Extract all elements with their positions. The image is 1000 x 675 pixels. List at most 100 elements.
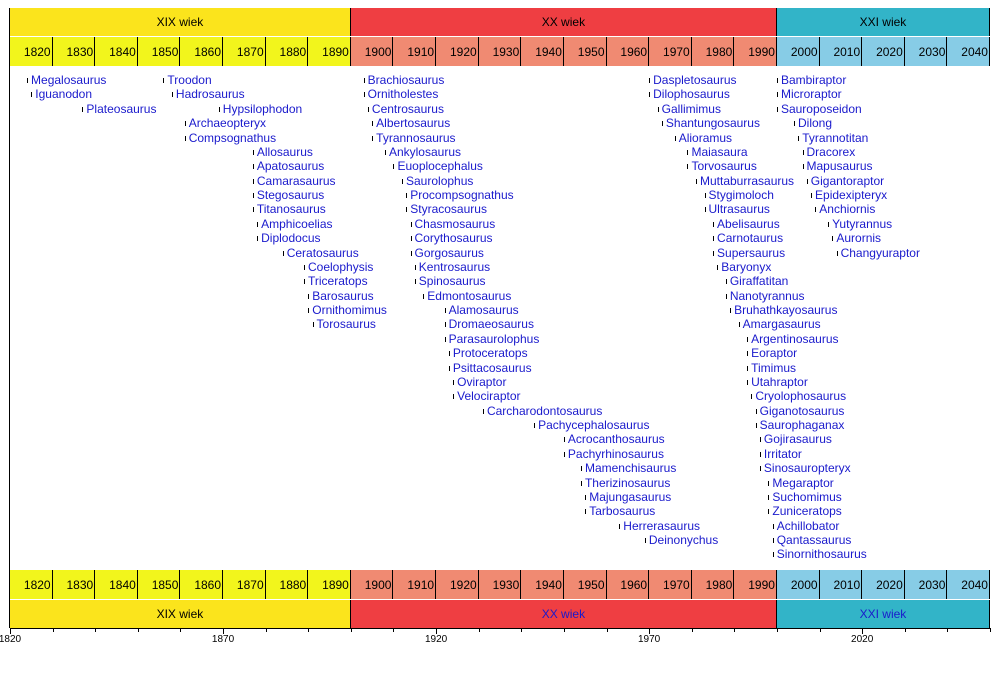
decade-cell-top: 1830 (52, 37, 96, 66)
dinosaur-label: Oviraptor (457, 374, 507, 389)
decade-cell-bottom: 1840 (95, 570, 138, 599)
item-year-tick (363, 92, 365, 98)
item-year-tick (171, 92, 173, 98)
dinosaur-label: Tarbosaurus (589, 504, 656, 519)
decade-cell-bottom: 1900 (350, 570, 394, 599)
item-year-tick (423, 293, 425, 299)
item-year-tick (836, 250, 838, 256)
item-year-tick (828, 221, 830, 227)
item-year-tick (410, 221, 412, 227)
decade-cell-top: 2030 (904, 37, 948, 66)
dinosaur-label: Pachycephalosaurus (538, 418, 650, 432)
decade-cell-top: 1820 (10, 37, 53, 66)
dinosaur-label: Stegosaurus (256, 188, 325, 202)
item-year-tick (649, 92, 651, 98)
dinosaur-label: Gallimimus (661, 101, 721, 116)
item-year-tick (815, 207, 817, 213)
decade-cell-bottom: 2000 (776, 570, 820, 599)
dinosaur-label: Yutyrannus (832, 216, 893, 231)
dinosaur-label: Brachiosaurus (367, 73, 445, 87)
decade-cell-bottom: 1960 (606, 570, 650, 599)
decade-cell-top: 1870 (223, 37, 266, 66)
dinosaur-label: Giganotosaurus (759, 403, 845, 418)
dinosaur-label: Ornithomimus (312, 303, 387, 317)
decade-cell-bottom: 1820 (10, 570, 53, 599)
x-axis-tick (393, 628, 395, 632)
dinosaur-label: Daspletosaurus (653, 73, 737, 87)
item-year-tick (444, 308, 446, 313)
decade-cell-top: 2000 (776, 37, 820, 66)
dinosaur-label: Saurophaganax (759, 418, 845, 432)
x-axis-tick (563, 628, 565, 632)
item-year-tick (453, 394, 455, 400)
decade-cell-bottom: 1980 (691, 570, 735, 599)
item-year-tick (585, 494, 587, 500)
item-year-tick (772, 523, 774, 529)
decade-cell-top: 1910 (393, 37, 437, 66)
dinosaur-label: Stygimoloch (708, 188, 774, 202)
dinosaur-label: Sauroposeidon (780, 101, 862, 116)
dinosaur-label: Parasaurolophus (448, 331, 540, 346)
dinosaur-label: Tyrannotitan (802, 130, 869, 145)
dinosaur-label: Dromaeosaurus (448, 317, 534, 332)
item-year-tick (184, 135, 186, 141)
dinosaur-label: Utahraptor (751, 374, 808, 389)
x-axis-tick (350, 628, 352, 632)
item-year-tick (367, 106, 369, 112)
decade-cell-bottom: 2020 (862, 570, 905, 599)
x-axis-label: 1970 (638, 634, 661, 645)
dinosaur-label: Nanotyrannus (729, 288, 805, 303)
item-year-tick (776, 78, 778, 83)
dinosaur-label: Kentrosaurus (418, 259, 491, 274)
dinosaur-label: Bambiraptor (780, 73, 847, 87)
item-year-tick (717, 264, 719, 270)
item-year-tick (163, 78, 165, 83)
row-separator (10, 599, 990, 600)
decade-cell-bottom: 1920 (436, 570, 479, 599)
x-axis-tick (10, 628, 11, 634)
decade-cell-top: 1930 (478, 37, 522, 66)
dinosaur-label: Ankylosaurus (388, 144, 461, 159)
x-axis-tick (308, 628, 310, 632)
dinosaur-label: Gojirasaurus (763, 432, 832, 447)
item-year-tick (580, 480, 582, 486)
dinosaur-label: Therizinosaurus (584, 475, 671, 490)
item-year-tick (798, 135, 800, 141)
decade-cell-bottom: 1940 (521, 570, 564, 599)
item-year-tick (657, 106, 659, 112)
dinosaur-label: Dilophosaurus (653, 87, 730, 102)
dinosaur-label: Suchomimus (772, 489, 842, 504)
dinosaur-label: Qantassaurus (776, 533, 852, 547)
item-year-tick (406, 207, 408, 213)
item-year-tick (755, 408, 757, 414)
decade-cell-bottom: 2030 (904, 570, 948, 599)
dinosaur-label: Giraffatitan (729, 274, 789, 289)
decade-cell-top: 1950 (563, 37, 607, 66)
item-year-tick (725, 279, 727, 285)
item-year-tick (27, 78, 29, 83)
century-band-bottom: XX wiek (350, 600, 777, 628)
x-axis-tick (990, 628, 991, 632)
item-year-tick (704, 207, 706, 213)
dinosaur-label: Muttaburrasaurus (700, 173, 795, 188)
x-axis-tick (862, 628, 864, 634)
item-year-tick (252, 164, 254, 170)
x-axis-tick (95, 628, 97, 632)
dinosaur-label: Shantungosaurus (665, 116, 760, 131)
x-axis-tick (734, 628, 736, 632)
item-year-tick (482, 408, 484, 414)
item-year-tick (184, 121, 186, 127)
item-year-tick (444, 322, 446, 328)
decade-cell-top: 1960 (606, 37, 650, 66)
decade-cell-top: 1890 (308, 37, 351, 66)
item-year-tick (252, 149, 254, 155)
dinosaur-label: Velociraptor (457, 389, 521, 404)
item-year-tick (393, 164, 395, 170)
x-axis-tick (223, 628, 225, 634)
dinosaur-label: Torosaurus (316, 317, 376, 332)
item-year-tick (444, 336, 446, 342)
item-year-tick (252, 178, 254, 184)
item-year-tick (768, 480, 770, 486)
century-band-top: XX wiek (350, 8, 777, 36)
dinosaur-label: Mamenchisaurus (584, 461, 677, 476)
